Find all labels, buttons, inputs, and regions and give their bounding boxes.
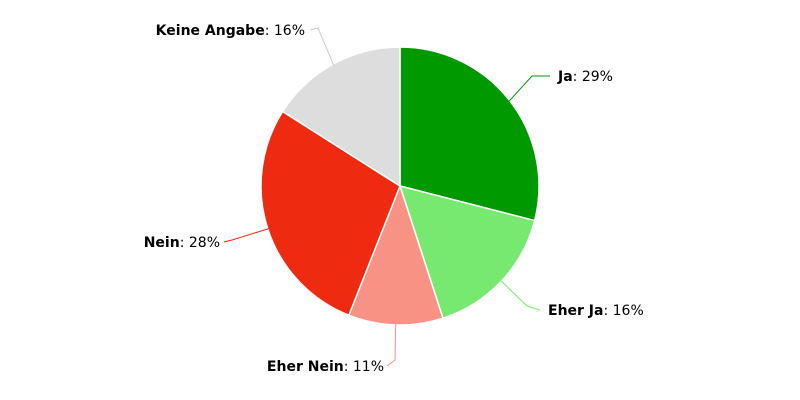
connector-eher-ja — [499, 279, 541, 311]
slice-label-name: Keine Angabe — [156, 23, 265, 39]
slice-label-eher-ja: Eher Ja: 16% — [548, 303, 644, 319]
slice-label-nein: Nein: 28% — [144, 235, 220, 251]
pie-slices — [260, 46, 540, 326]
label-connectors — [223, 27, 550, 367]
slice-label-name: Eher Ja — [548, 303, 603, 319]
connector-nein — [223, 227, 270, 243]
slice-label-separator: : — [180, 235, 189, 251]
connector-keine-angabe — [309, 27, 335, 67]
slice-label-value: 11% — [353, 359, 384, 375]
slice-label-eher-nein: Eher Nein: 11% — [267, 359, 384, 375]
slice-labels: Ja: 29% Eher Ja: 16% Eher Nein: 11% Nein: 2… — [144, 23, 644, 375]
slice-label-name: Ja — [557, 69, 573, 85]
slice-label-value: 16% — [274, 23, 305, 39]
slice-label-name: Eher Nein — [267, 359, 344, 375]
slice-label-ja: Ja: 29% — [557, 69, 613, 85]
slice-label-value: 16% — [613, 303, 644, 319]
slice-label-value: 29% — [582, 69, 613, 85]
slice-label-separator: : — [573, 69, 582, 85]
slice-label-separator: : — [265, 23, 274, 39]
slice-label-keine-angabe: Keine Angabe: 16% — [156, 23, 305, 39]
connector-ja — [507, 75, 550, 103]
connector-eher-nein — [386, 322, 397, 367]
slice-label-value: 28% — [189, 235, 220, 251]
slice-label-name: Nein — [144, 235, 180, 251]
slice-label-separator: : — [603, 303, 612, 319]
slice-label-separator: : — [344, 359, 353, 375]
